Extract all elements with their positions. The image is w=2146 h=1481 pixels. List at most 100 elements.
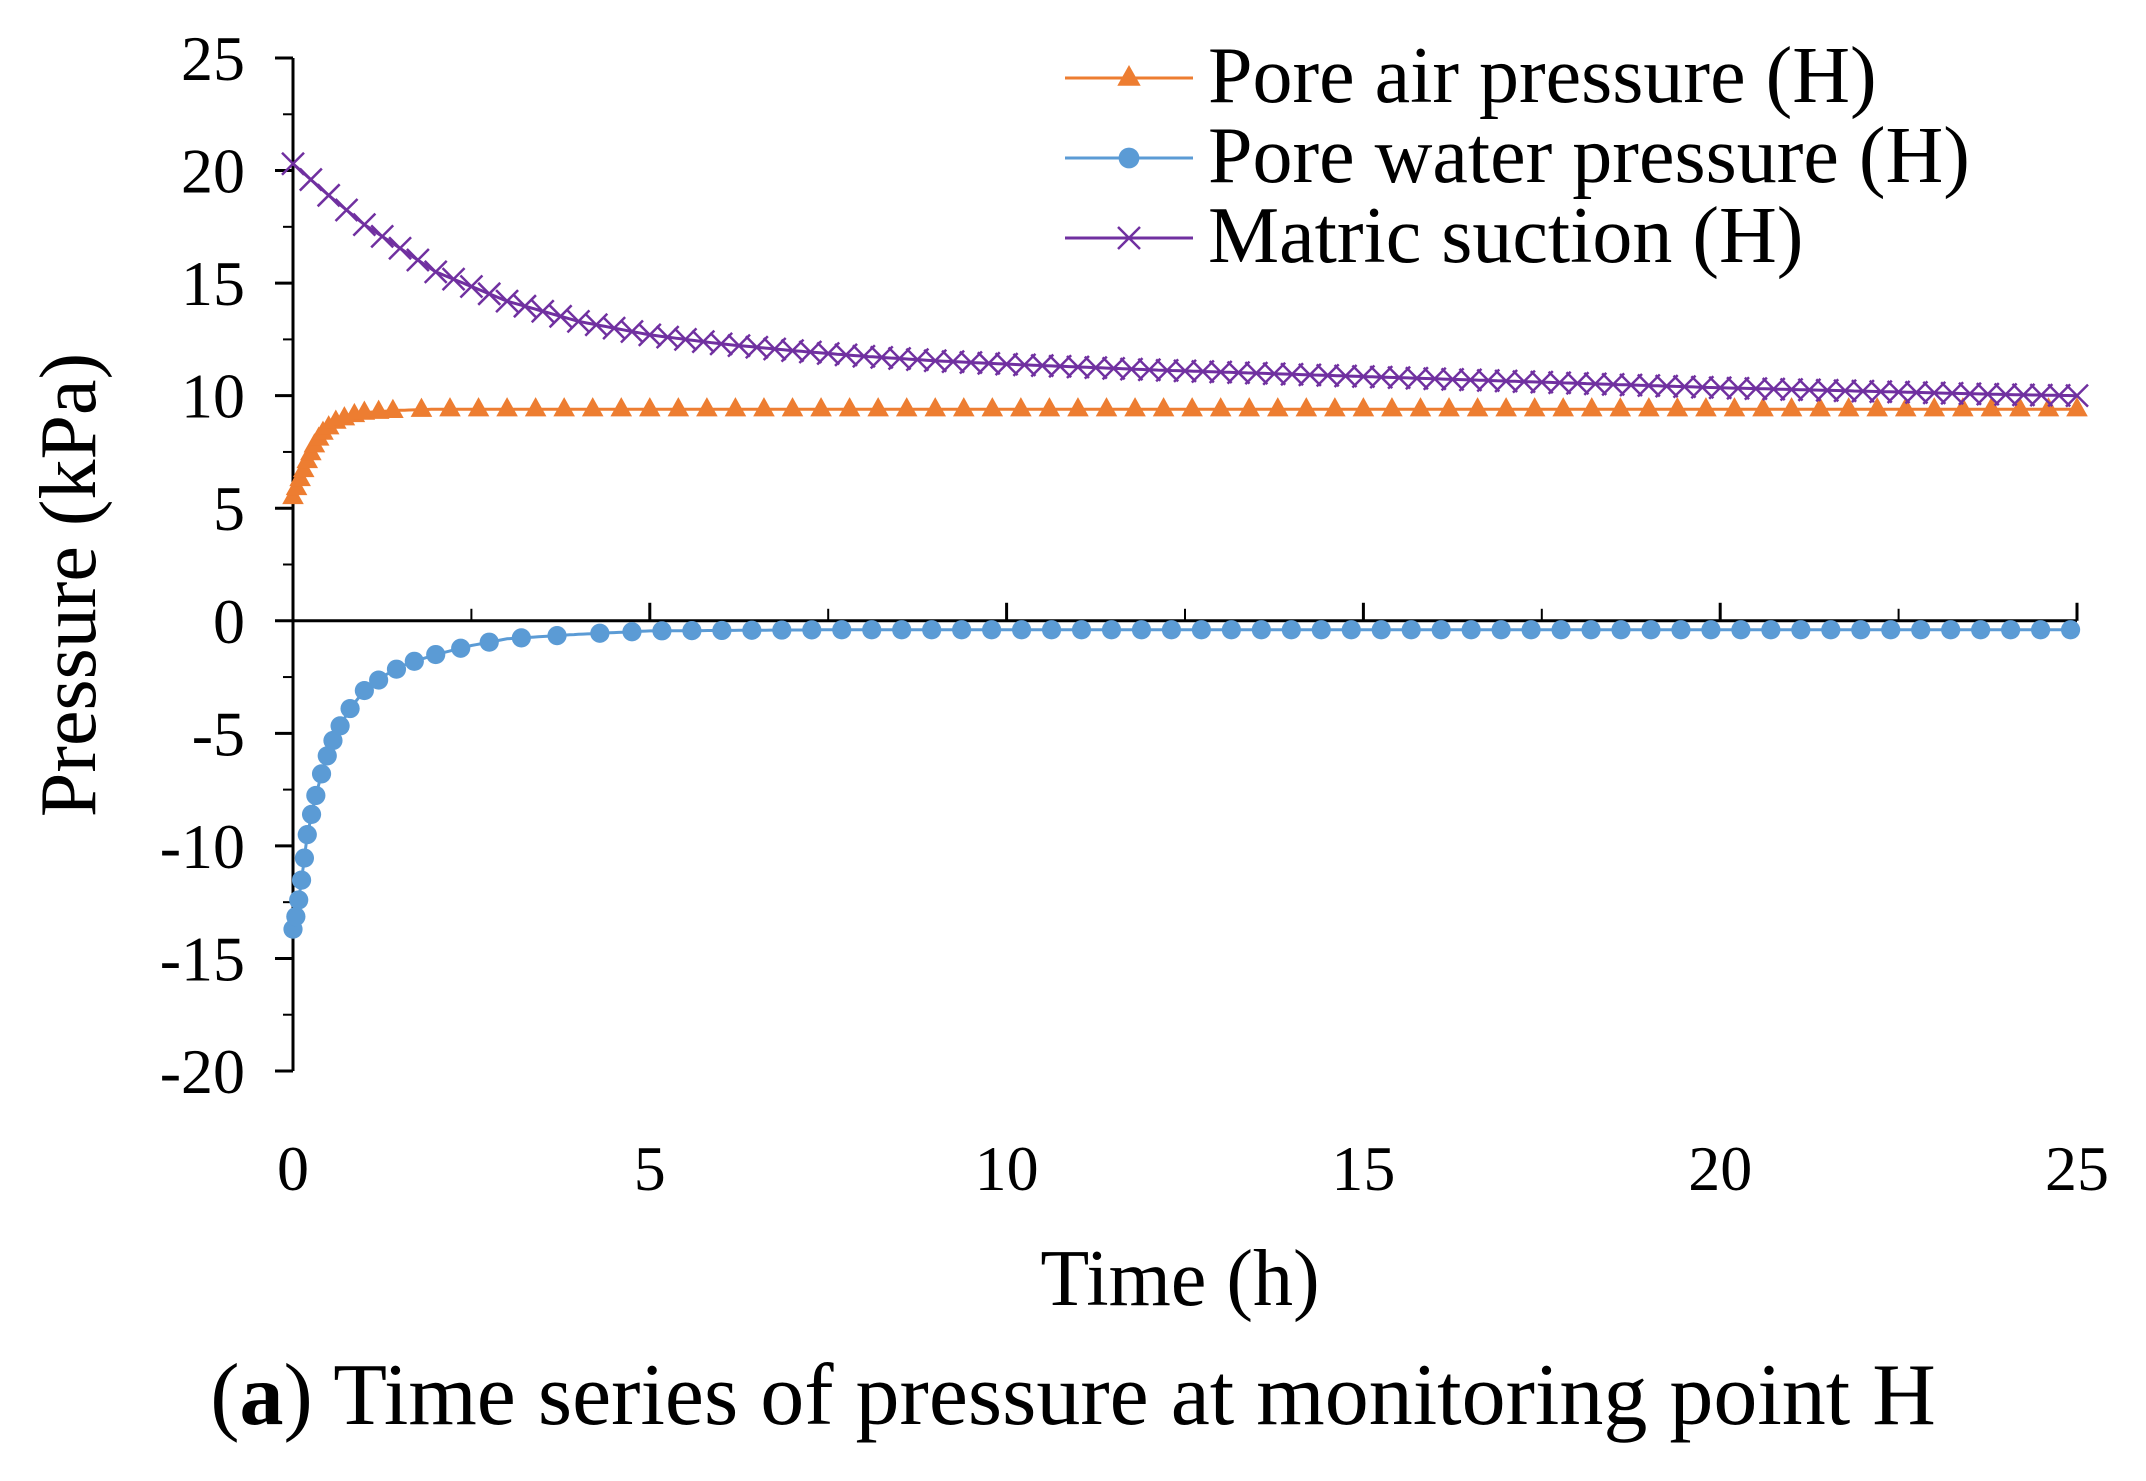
triangle-marker [1438,397,1460,417]
x-marker-stroke [1351,364,1376,389]
series-circle [283,620,2081,939]
circle-marker [772,620,792,640]
circle-marker [1821,620,1841,640]
circle-marker [1431,620,1451,640]
x-marker-stroke [298,167,323,192]
x-marker-stroke [1690,375,1715,400]
circle-marker [1191,620,1212,640]
triangle-marker [838,397,861,417]
x-marker [1726,376,1750,401]
y-tick-label: 20 [181,136,245,207]
x-marker [1422,366,1447,391]
x-marker-stroke [1797,378,1822,402]
triangle-marker [2009,397,2031,417]
circle-marker [426,644,446,665]
x-marker [1262,361,1287,386]
x-marker [352,212,377,237]
x-marker [1012,352,1037,377]
triangle-marker [867,397,889,417]
x-marker-stroke [1886,380,1911,404]
triangle-marker [1609,397,1632,417]
legend-item: Pore air pressure (H) [1065,32,1877,120]
x-marker [370,224,395,249]
legend: Pore air pressure (H)Pore water pressure… [1065,32,1970,280]
circle-marker [1251,620,1271,640]
triangle-marker [1980,397,2003,417]
x-marker [923,348,948,373]
legend-label: Pore air pressure (H) [1208,32,1877,120]
x-marker-stroke [2029,383,2054,407]
circle-marker [306,785,326,806]
x-marker [1868,379,1893,404]
x-marker-stroke [352,212,377,237]
x-marker [423,259,448,284]
x-marker [1117,226,1141,250]
triangle-marker [781,397,804,417]
x-marker-stroke [459,274,484,299]
circle-marker [1491,620,1511,640]
circle-marker [1071,620,1092,640]
triangle-marker [353,400,376,420]
circle-marker [330,716,350,736]
x-marker [1743,376,1768,401]
triangle-marker [895,397,918,417]
circle-marker [590,623,610,643]
x-marker-stroke [1547,370,1572,395]
x-marker-stroke [994,352,1019,377]
circle-marker [323,730,343,751]
triangle-marker [696,397,718,417]
x-marker-stroke [1048,354,1073,379]
y-tick-label: -15 [160,923,245,994]
x-marker-stroke [1012,352,1037,377]
triangle-marker [1095,397,1118,417]
x-marker [1904,380,1929,405]
x-marker-stroke [441,267,466,292]
x-marker-stroke [1155,358,1180,383]
x-marker [1922,380,1947,405]
x-marker-stroke [2011,382,2036,407]
circle-marker [547,626,567,646]
circle-marker [712,620,732,641]
circle-marker [2001,620,2021,640]
x-marker-stroke [1119,357,1144,381]
x-marker-stroke [405,248,430,272]
triangle-marker [1923,397,1946,417]
x-marker [495,289,519,314]
x-marker-stroke [477,281,502,306]
triangle-marker [610,397,633,417]
triangle-marker [1238,397,1261,417]
x-marker-stroke [316,183,341,208]
x-marker [1779,377,1804,402]
x-marker-stroke [851,344,876,369]
triangle-marker [524,397,547,417]
x-marker [1173,359,1197,383]
triangle-marker [1295,397,1318,417]
triangle-marker [496,397,518,417]
x-marker [1601,372,1626,397]
circle-marker [1521,620,1541,640]
x-marker [405,248,430,272]
x-marker [1512,369,1536,394]
x-marker-stroke [1405,366,1429,391]
x-marker [1886,380,1911,404]
x-marker [1672,374,1697,399]
circle-marker [1371,620,1391,640]
x-marker [1761,377,1786,401]
x-marker [1833,378,1857,403]
circle-marker [297,825,317,845]
triangle-marker [1638,397,1660,417]
x-marker-stroke [1601,372,1626,397]
triangle-marker [1038,397,1061,417]
x-marker-stroke [513,294,537,319]
x-marker-stroke [1369,365,1394,389]
circle-marker [892,620,912,640]
x-marker-stroke [1226,360,1251,385]
y-tick-label: 0 [213,586,245,657]
x-marker-stroke [1851,379,1875,404]
x-marker-stroke [1117,226,1141,250]
circle-marker [286,906,306,927]
triangle-marker [1837,397,1860,417]
x-marker-stroke [976,351,1001,376]
x-marker [887,346,912,371]
